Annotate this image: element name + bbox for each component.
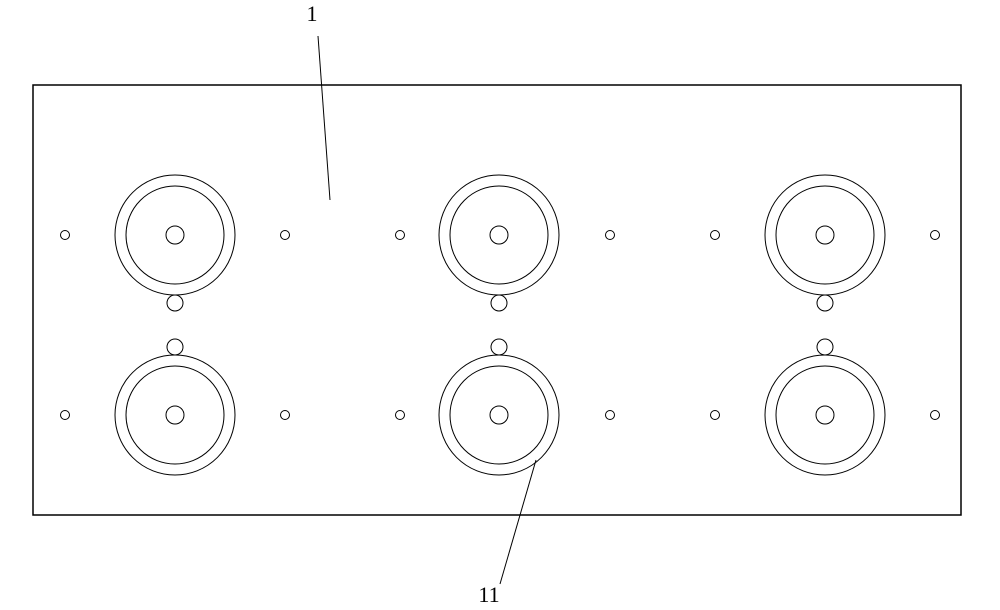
mid-hole-lower <box>817 339 833 355</box>
label-11: 11 <box>478 582 499 607</box>
boss-center-hole <box>166 406 184 424</box>
boss-inner-circle <box>450 186 548 284</box>
leader-l11 <box>500 460 536 584</box>
label-1: 1 <box>307 1 318 26</box>
boss-outer-circle <box>115 355 235 475</box>
small-hole <box>61 411 70 420</box>
boss-inner-circle <box>776 366 874 464</box>
boss-center-hole <box>816 226 834 244</box>
small-hole <box>711 231 720 240</box>
mid-hole-upper <box>817 295 833 311</box>
small-hole <box>281 231 290 240</box>
boss-outer-circle <box>765 355 885 475</box>
boss-2 <box>765 175 885 295</box>
small-hole <box>61 231 70 240</box>
leader-l1 <box>318 36 330 200</box>
small-hole <box>606 231 615 240</box>
outer-frame <box>33 85 961 515</box>
boss-3 <box>115 355 235 475</box>
boss-center-hole <box>166 226 184 244</box>
mid-hole-lower <box>491 339 507 355</box>
small-hole <box>396 231 405 240</box>
small-hole <box>931 411 940 420</box>
boss-outer-circle <box>115 175 235 295</box>
mid-hole-upper <box>491 295 507 311</box>
boss-outer-circle <box>439 355 559 475</box>
boss-outer-circle <box>765 175 885 295</box>
boss-0 <box>115 175 235 295</box>
figure: 111 <box>0 0 1000 610</box>
boss-outer-circle <box>439 175 559 295</box>
boss-inner-circle <box>126 366 224 464</box>
small-hole <box>396 411 405 420</box>
mid-hole-upper <box>167 295 183 311</box>
boss-inner-circle <box>126 186 224 284</box>
small-hole <box>281 411 290 420</box>
small-hole <box>931 231 940 240</box>
boss-center-hole <box>490 406 508 424</box>
small-hole <box>606 411 615 420</box>
boss-inner-circle <box>450 366 548 464</box>
boss-5 <box>765 355 885 475</box>
boss-center-hole <box>490 226 508 244</box>
boss-4 <box>439 355 559 475</box>
small-hole <box>711 411 720 420</box>
boss-1 <box>439 175 559 295</box>
mid-hole-lower <box>167 339 183 355</box>
boss-inner-circle <box>776 186 874 284</box>
boss-center-hole <box>816 406 834 424</box>
